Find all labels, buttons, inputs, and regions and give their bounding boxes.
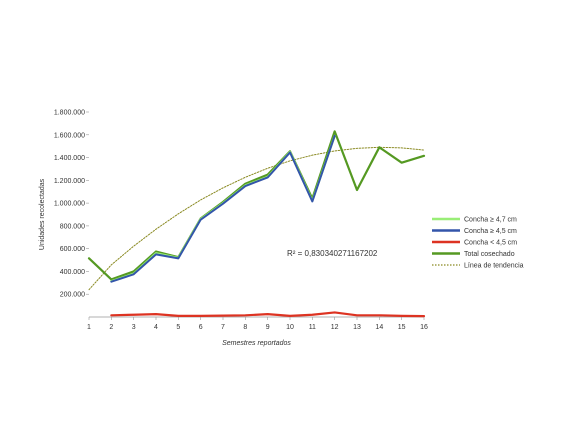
legend-label: Línea de tendencia — [464, 263, 524, 270]
x-tick-label: 12 — [331, 324, 339, 331]
x-tick-label: 16 — [420, 324, 428, 331]
y-tick-label: 1.200.000 — [54, 178, 85, 185]
x-tick-label: 13 — [353, 324, 361, 331]
x-tick-label: 14 — [375, 324, 383, 331]
legend: Concha ≥ 4,7 cm Concha ≥ 4,5 cm Concha < 4… — [432, 217, 524, 270]
y-tick-label: 1.000.000 — [54, 201, 85, 208]
x-tick-label: 15 — [398, 324, 406, 331]
legend-label: Concha ≥ 4,7 cm — [464, 217, 517, 224]
x-axis-title: Semestres reportados — [222, 340, 291, 347]
y-tick-label: 800.000 — [60, 223, 85, 230]
series-line-4 — [88, 146, 425, 291]
y-tick-label: 200.000 — [60, 292, 85, 299]
x-tick-label: 5 — [176, 324, 180, 331]
series-group — [87, 130, 426, 318]
x-tick-label: 1 — [87, 324, 91, 331]
x-tick-label: 4 — [154, 324, 158, 331]
y-axis-title: Unidades recolectadas — [39, 178, 46, 250]
series-line-2 — [110, 311, 426, 318]
y-tick-label: 1.600.000 — [54, 132, 85, 139]
r-squared-annotation: R² = 0,830340271167202 — [287, 249, 378, 258]
legend-label: Concha < 4,5 cm — [464, 240, 517, 247]
y-tick-label: 600.000 — [60, 246, 85, 253]
x-tick-label: 3 — [132, 324, 136, 331]
legend-label: Concha ≥ 4,5 cm — [464, 228, 517, 235]
y-tick-label: 1.800.000 — [54, 110, 85, 117]
y-tick-label: 400.000 — [60, 269, 85, 276]
x-tick-label: 11 — [309, 324, 316, 331]
y-tick-label: 1.400.000 — [54, 155, 85, 162]
x-axis-ticks: 1 2 3 4 5 6 7 8 9 10 11 12 13 14 15 16 — [87, 317, 428, 331]
x-tick-label: 9 — [266, 324, 270, 331]
legend-label: Total cosechado — [464, 251, 515, 258]
series-line-1 — [110, 134, 336, 283]
x-tick-label: 10 — [286, 324, 294, 331]
x-tick-label: 6 — [199, 324, 203, 331]
y-axis-ticks: 200.000 400.000 600.000 800.000 1.000.000 1.2… — [54, 110, 89, 299]
x-tick-label: 7 — [221, 324, 225, 331]
series-line-3 — [87, 130, 426, 281]
x-tick-label: 8 — [243, 324, 247, 331]
x-tick-label: 2 — [109, 324, 113, 331]
